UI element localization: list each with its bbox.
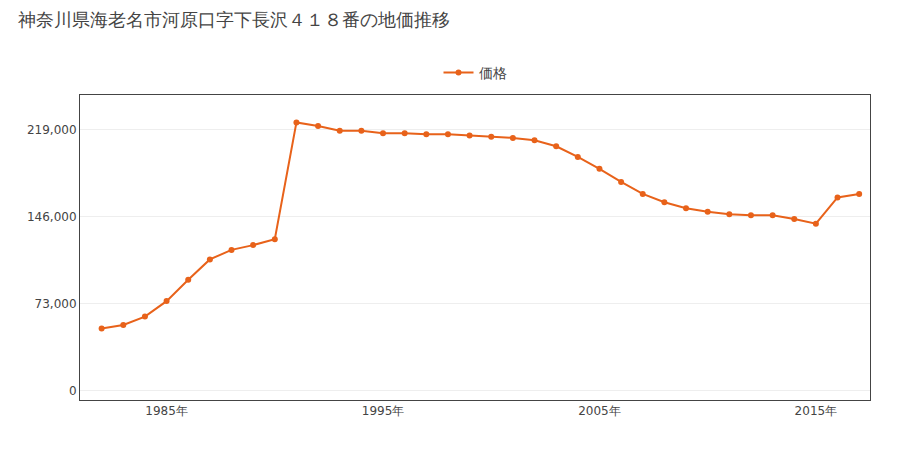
svg-text:1995年: 1995年	[362, 404, 405, 418]
svg-text:価格: 価格	[479, 65, 507, 81]
svg-text:2015年: 2015年	[795, 404, 838, 418]
svg-text:0: 0	[69, 384, 77, 398]
svg-text:神奈川県海老名市河原口字下長沢４１８番の地価推移: 神奈川県海老名市河原口字下長沢４１８番の地価推移	[18, 9, 450, 30]
svg-text:146,000: 146,000	[27, 210, 77, 224]
svg-text:2005年: 2005年	[578, 404, 621, 418]
svg-text:1985年: 1985年	[145, 404, 188, 418]
svg-text:219,000: 219,000	[27, 123, 77, 137]
svg-text:73,000: 73,000	[35, 297, 77, 311]
